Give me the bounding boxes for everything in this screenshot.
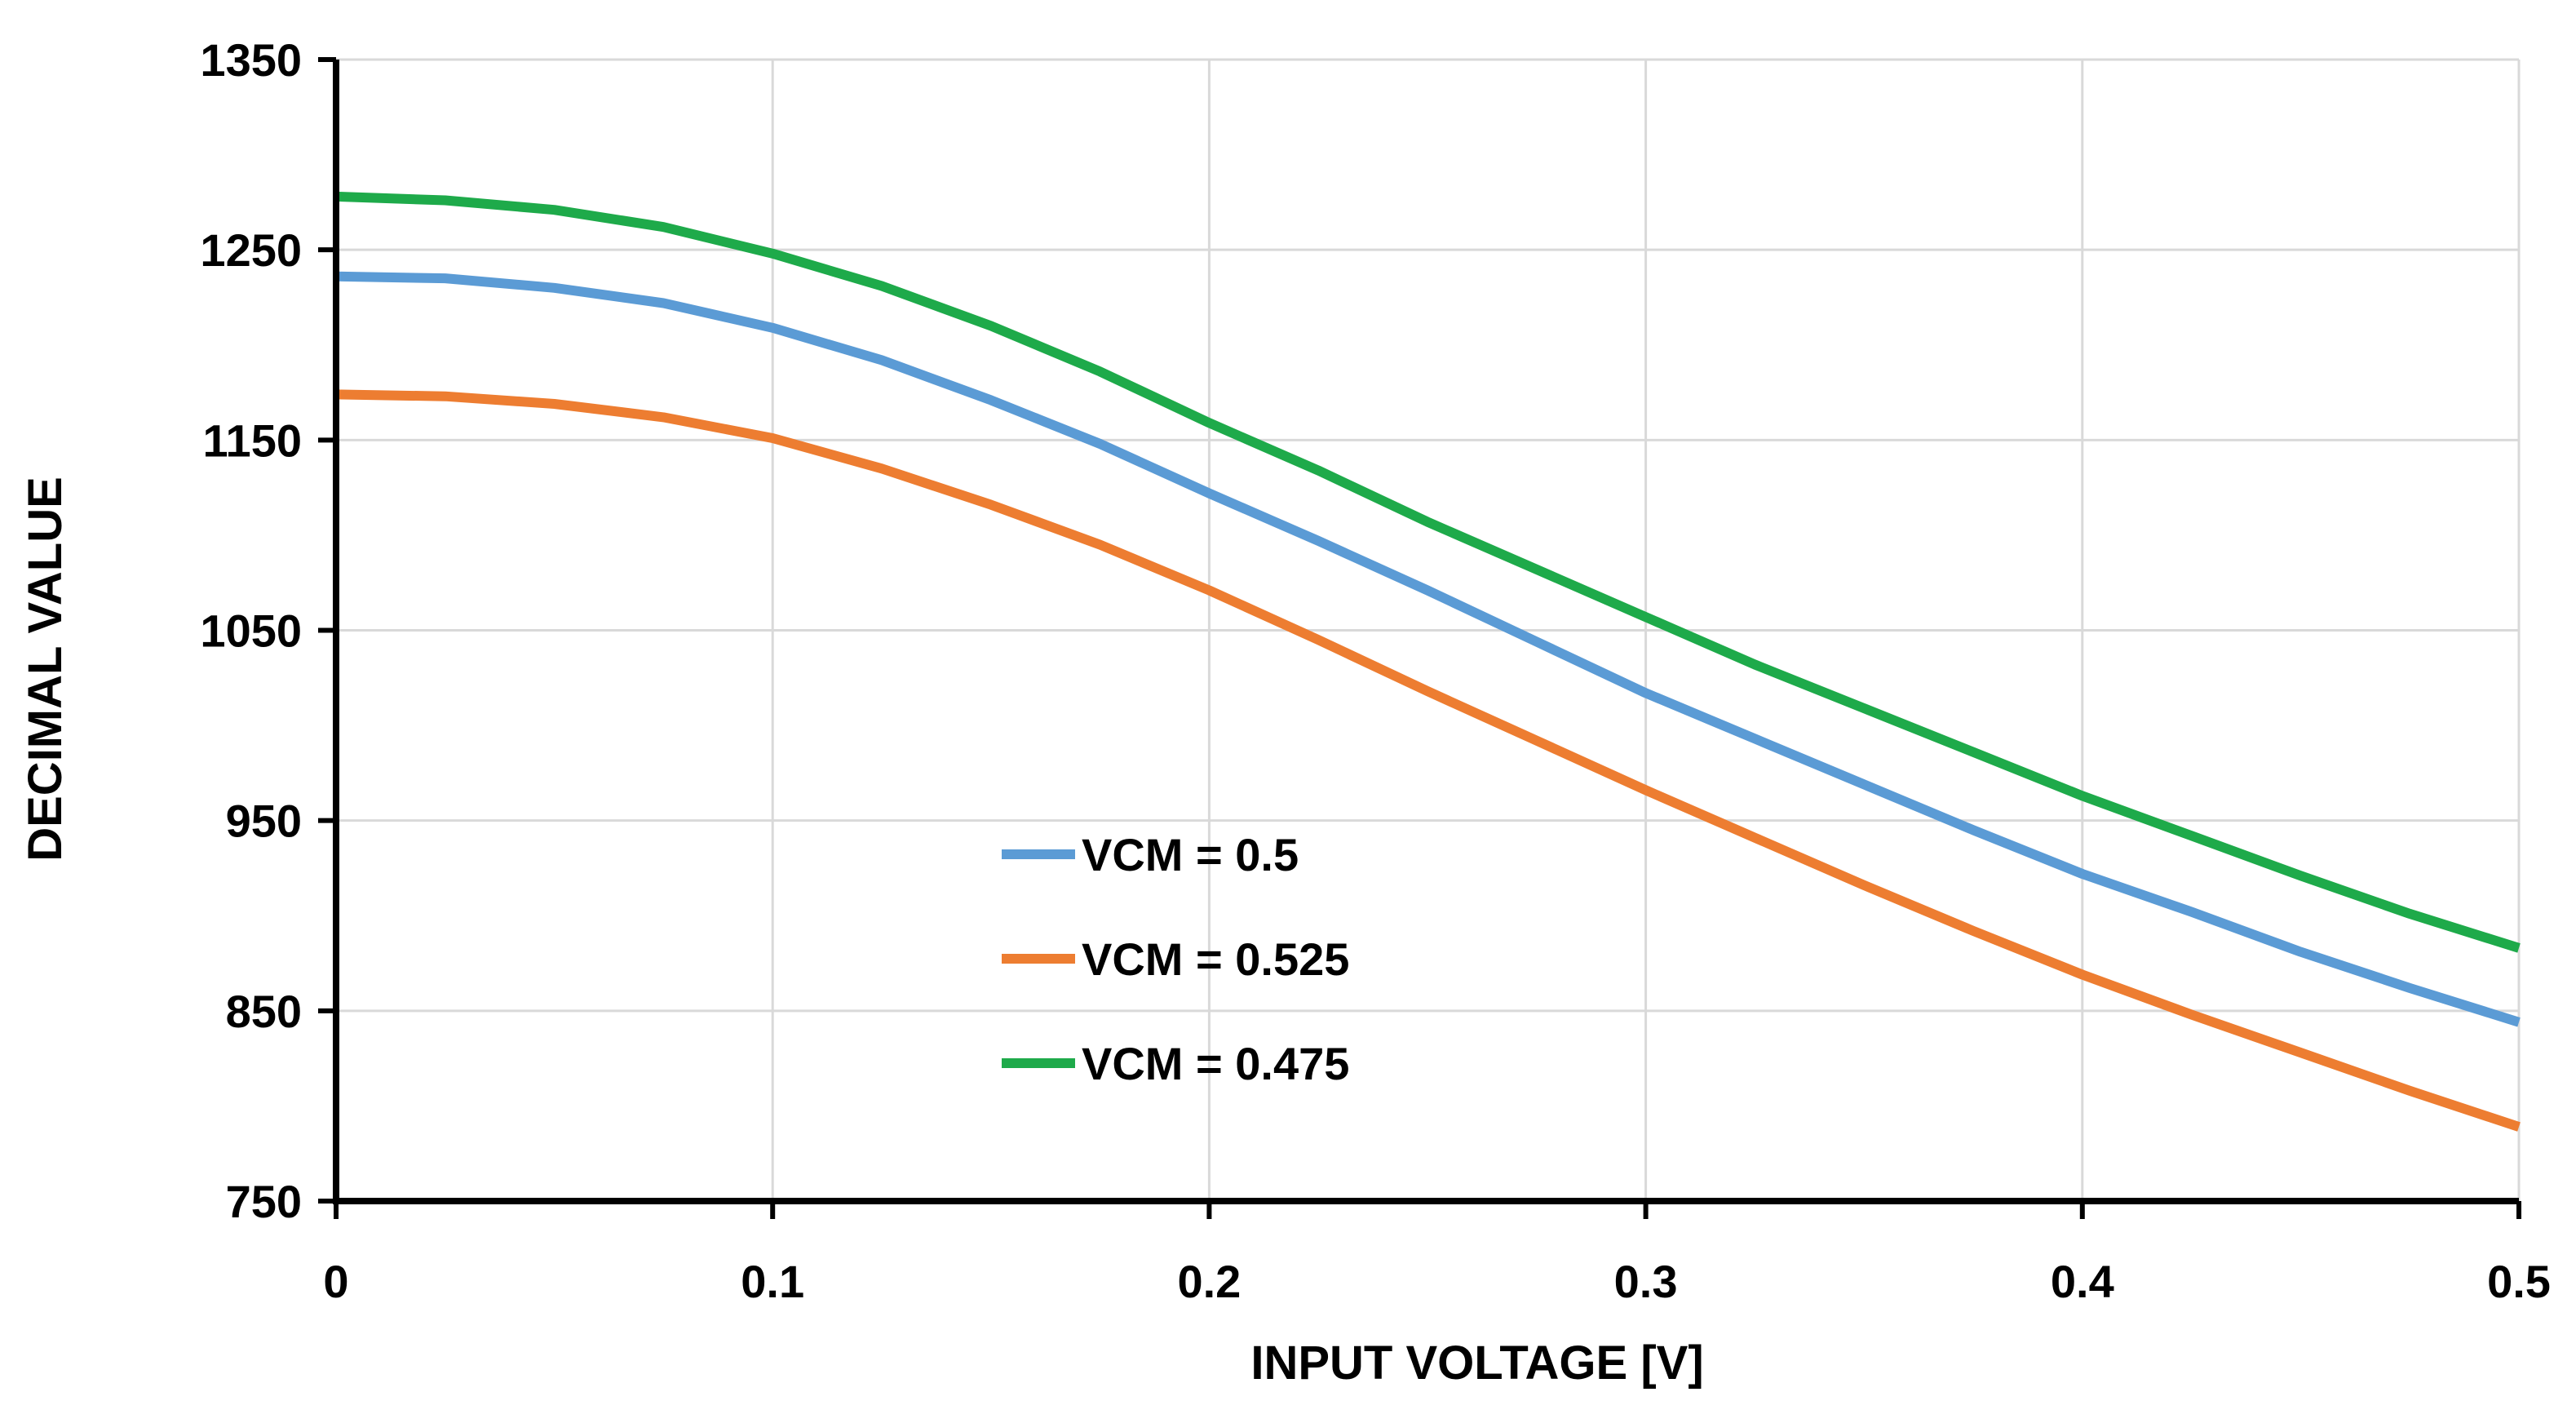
y-tick-label-3: 1050 xyxy=(200,605,302,657)
series-line-2 xyxy=(335,389,2521,1132)
x-tick-label-2: 0.2 xyxy=(1177,1256,1241,1307)
y-tick-label-1: 850 xyxy=(226,986,302,1037)
gridlines xyxy=(336,58,2521,1201)
y-tick-label-6: 1350 xyxy=(200,34,302,86)
x-axis-title: INPUT VOLTAGE [V] xyxy=(1250,1337,1703,1390)
legend-label-1: VCM = 0.5 xyxy=(1082,829,1299,880)
x-tick-label-5: 0.5 xyxy=(2487,1256,2551,1307)
series-line-1 xyxy=(335,271,2521,1027)
x-tick-label-1: 0.1 xyxy=(741,1256,804,1307)
legend-label-2: VCM = 0.525 xyxy=(1082,933,1349,985)
y-tick-label-5: 1250 xyxy=(200,224,302,276)
x-tick-label-0: 0 xyxy=(323,1256,348,1307)
x-tick-label-3: 0.3 xyxy=(1614,1256,1678,1307)
x-tick-label-4: 0.4 xyxy=(2051,1256,2114,1307)
y-tick-label-0: 750 xyxy=(226,1176,302,1227)
legend: VCM = 0.5 VCM = 0.525 VCM = 0.475 xyxy=(1002,829,1349,1089)
y-tick-label-4: 1150 xyxy=(203,414,303,466)
y-tick-label-2: 950 xyxy=(226,796,302,847)
axes xyxy=(318,57,2521,1219)
tick-labels: 750 850 950 1050 1150 1250 1350 0 0.1 0.2 0.3 0.4 0.… xyxy=(200,34,2551,1307)
legend-label-3: VCM = 0.475 xyxy=(1082,1038,1349,1089)
y-axis-title: DECIMAL VALUE xyxy=(19,477,72,862)
series-lines xyxy=(335,191,2521,1132)
series-line-3 xyxy=(335,191,2521,953)
